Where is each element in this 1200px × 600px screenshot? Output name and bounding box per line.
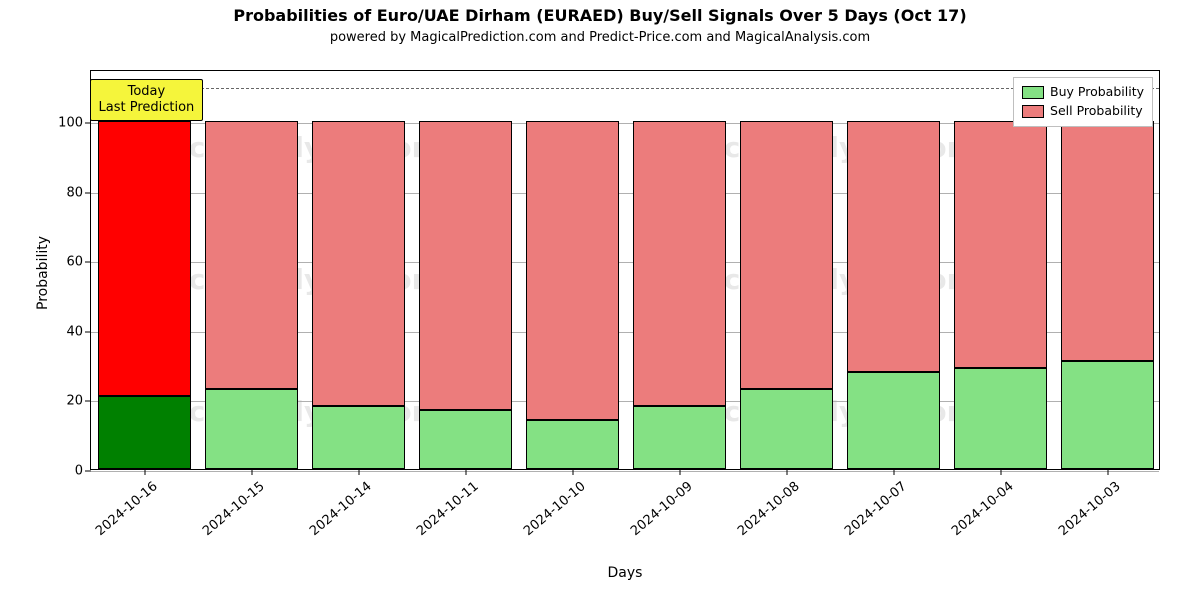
bar-group — [1061, 71, 1153, 469]
x-tick-mark — [358, 469, 359, 475]
y-tick-mark — [85, 192, 91, 193]
legend-item: Buy Probability — [1022, 83, 1144, 102]
bar-group — [98, 71, 190, 469]
x-tick-mark — [465, 469, 466, 475]
y-tick-mark — [85, 331, 91, 332]
y-tick-mark — [85, 262, 91, 263]
buy-bar — [419, 410, 511, 469]
y-tick-label: 80 — [66, 185, 83, 200]
sell-bar — [847, 121, 939, 371]
sell-bar — [954, 121, 1046, 368]
sell-bar — [740, 121, 832, 389]
y-tick-label: 0 — [75, 464, 83, 479]
bar-group — [954, 71, 1046, 469]
x-tick-mark — [251, 469, 252, 475]
x-axis-label: Days — [90, 565, 1160, 581]
sell-bar — [1061, 121, 1153, 361]
sell-bar — [419, 121, 511, 410]
legend-label: Sell Probability — [1050, 102, 1143, 121]
callout-line: Last Prediction — [99, 100, 195, 116]
bar-group — [312, 71, 404, 469]
x-tick-mark — [1000, 469, 1001, 475]
today-callout: TodayLast Prediction — [90, 79, 204, 122]
x-tick-label: 2024-10-03 — [1056, 479, 1124, 539]
y-axis-label: Probability — [35, 236, 51, 310]
sell-bar — [98, 121, 190, 396]
x-tick-label: 2024-10-15 — [200, 479, 268, 539]
legend-swatch — [1022, 105, 1044, 118]
bar-group — [205, 71, 297, 469]
y-tick-mark — [85, 401, 91, 402]
chart-title: Probabilities of Euro/UAE Dirham (EURAED… — [0, 6, 1200, 25]
bar-group — [633, 71, 725, 469]
buy-bar — [526, 420, 618, 469]
x-tick-mark — [893, 469, 894, 475]
bar-group — [847, 71, 939, 469]
y-tick-mark — [85, 471, 91, 472]
buy-bar — [205, 389, 297, 469]
sell-bar — [633, 121, 725, 406]
bar-group — [419, 71, 511, 469]
reference-line — [91, 88, 1159, 89]
x-tick-mark — [144, 469, 145, 475]
x-tick-label: 2024-10-11 — [414, 479, 482, 539]
bar-group — [526, 71, 618, 469]
chart-container: Probabilities of Euro/UAE Dirham (EURAED… — [0, 0, 1200, 600]
chart-subtitle: powered by MagicalPrediction.com and Pre… — [0, 30, 1200, 45]
x-tick-label: 2024-10-07 — [842, 479, 910, 539]
buy-bar — [954, 368, 1046, 469]
bar-group — [740, 71, 832, 469]
y-tick-label: 60 — [66, 255, 83, 270]
y-tick-mark — [85, 123, 91, 124]
buy-bar — [847, 372, 939, 469]
buy-bar — [633, 406, 725, 469]
x-tick-label: 2024-10-16 — [93, 479, 161, 539]
x-tick-mark — [786, 469, 787, 475]
bars-layer — [91, 71, 1159, 469]
legend-swatch — [1022, 86, 1044, 99]
buy-bar — [1061, 361, 1153, 469]
x-tick-mark — [679, 469, 680, 475]
y-tick-label: 20 — [66, 394, 83, 409]
sell-bar — [312, 121, 404, 406]
x-tick-label: 2024-10-10 — [521, 479, 589, 539]
x-tick-mark — [1107, 469, 1108, 475]
x-tick-label: 2024-10-04 — [949, 479, 1017, 539]
x-tick-label: 2024-10-14 — [307, 479, 375, 539]
x-tick-label: 2024-10-09 — [628, 479, 696, 539]
x-tick-mark — [572, 469, 573, 475]
x-tick-label: 2024-10-08 — [735, 479, 803, 539]
callout-line: Today — [99, 84, 195, 100]
legend-label: Buy Probability — [1050, 83, 1144, 102]
sell-bar — [526, 121, 618, 420]
buy-bar — [312, 406, 404, 469]
legend-item: Sell Probability — [1022, 102, 1144, 121]
sell-bar — [205, 121, 297, 389]
buy-bar — [740, 389, 832, 469]
y-tick-label: 40 — [66, 324, 83, 339]
plot-area: MagicalAnalysis.comMagicalAnalysis.comMa… — [90, 70, 1160, 470]
buy-bar — [98, 396, 190, 469]
legend: Buy ProbabilitySell Probability — [1013, 77, 1153, 127]
y-tick-label: 100 — [58, 116, 83, 131]
